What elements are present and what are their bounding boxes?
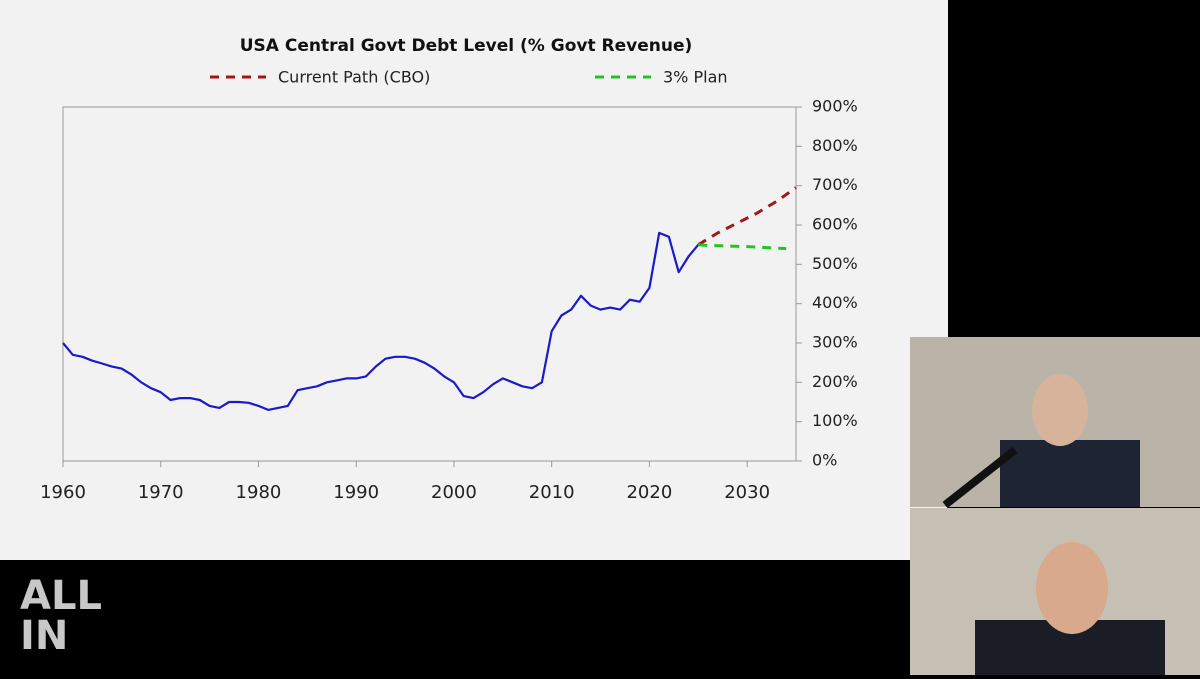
y-tick-label: 200%: [812, 372, 858, 391]
person-body: [1000, 440, 1140, 507]
y-tick-label: 100%: [812, 411, 858, 430]
x-tick-label: 2010: [529, 482, 575, 503]
legend-label: Current Path (CBO): [278, 68, 430, 87]
y-tick-label: 600%: [812, 215, 858, 234]
y-tick-label: 0%: [812, 451, 837, 470]
y-tick-label: 300%: [812, 333, 858, 352]
x-tick-label: 1990: [333, 482, 379, 503]
webcam-bottom: [910, 508, 1200, 675]
y-tick-label: 900%: [812, 97, 858, 116]
series-line: [698, 243, 787, 251]
x-tick-label: 2020: [626, 482, 672, 503]
webcam-top: [910, 337, 1200, 509]
person-head: [1032, 374, 1088, 446]
x-tick-label: 2000: [431, 482, 477, 503]
y-tick-label: 700%: [812, 175, 858, 194]
chart-title: USA Central Govt Debt Level (% Govt Reve…: [240, 36, 693, 56]
y-tick-label: 400%: [812, 293, 858, 312]
x-tick-label: 1980: [236, 482, 282, 503]
legend-label: 3% Plan: [663, 68, 728, 87]
series-line: [697, 186, 797, 246]
microphone: [942, 446, 1018, 509]
logo-text: IN: [20, 613, 68, 659]
x-tick-label: 1960: [40, 482, 86, 503]
y-tick-label: 800%: [812, 136, 858, 155]
x-tick-label: 1970: [138, 482, 184, 503]
y-tick-label: 500%: [812, 254, 858, 273]
person-head: [1036, 542, 1108, 634]
plot-frame: [62, 106, 797, 462]
logo-text: ALL: [20, 573, 102, 619]
x-tick-label: 2030: [724, 482, 770, 503]
series-line: [62, 231, 700, 411]
slide: [0, 0, 948, 560]
